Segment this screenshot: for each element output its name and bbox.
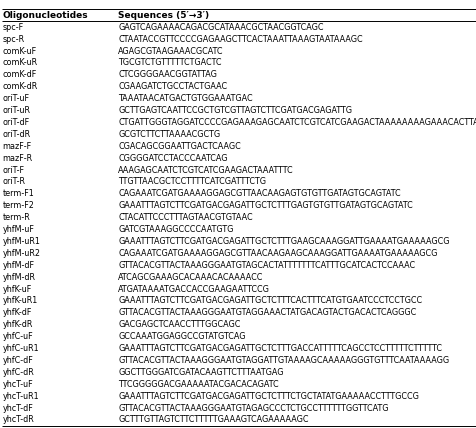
Text: yhfK-uR1: yhfK-uR1	[2, 297, 38, 306]
Text: yhfK-dF: yhfK-dF	[2, 308, 32, 317]
Text: oriT-R: oriT-R	[2, 178, 25, 187]
Text: GCCAAATGGAGGCCGTATGTCAG: GCCAAATGGAGGCCGTATGTCAG	[119, 332, 246, 341]
Text: yhfM-uR2: yhfM-uR2	[2, 249, 40, 258]
Text: yhfC-uR1: yhfC-uR1	[2, 344, 39, 353]
Text: comK-dR: comK-dR	[2, 82, 38, 91]
Text: GCTTTGTTAGTCTTCTTTTTGAAAGTCAGAAAAAGC: GCTTTGTTAGTCTTCTTTTTGAAAGTCAGAAAAAGC	[119, 416, 309, 425]
Text: GCTTGAGTCAATTCCGCTGTCGTTAGTCTTCGATGACGAGATTG: GCTTGAGTCAATTCCGCTGTCGTTAGTCTTCGATGACGAG…	[119, 106, 352, 115]
Text: TGCGTCTGTTTTTCTGACTC: TGCGTCTGTTTTTCTGACTC	[119, 59, 222, 68]
Text: CAGAAATCGATGAAAAGGAGCGTTAACAAGAGTGTGTTGATAGTGCAGTATC: CAGAAATCGATGAAAAGGAGCGTTAACAAGAGTGTGTTGA…	[119, 189, 401, 198]
Text: yhcT-dF: yhcT-dF	[2, 404, 33, 413]
Text: term-F1: term-F1	[2, 189, 34, 198]
Text: yhfM-dF: yhfM-dF	[2, 261, 34, 270]
Text: TTCGGGGGACGAAAAATACGACACAGATC: TTCGGGGGACGAAAAATACGACACAGATC	[119, 380, 279, 389]
Text: GACGAGCTCAACCTTTGGCAGC: GACGAGCTCAACCTTTGGCAGC	[119, 320, 241, 329]
Text: comK-uR: comK-uR	[2, 59, 38, 68]
Text: CTGATTGGGTAGGATCCCCGAGAAAGAGCAATCTCGTCATCGAAGACTAAAAAAAAGAAACACTTATTTGAACAGAT: CTGATTGGGTAGGATCCCCGAGAAAGAGCAATCTCGTCAT…	[119, 118, 476, 127]
Text: spc-R: spc-R	[2, 35, 24, 44]
Text: CGACAGCGGAATTGACTCAAGC: CGACAGCGGAATTGACTCAAGC	[119, 142, 241, 151]
Text: AAAGAGCAATCTCGTCATCGAAGACTAAATTTC: AAAGAGCAATCTCGTCATCGAAGACTAAATTTC	[119, 166, 294, 175]
Text: mazF-F: mazF-F	[2, 142, 31, 151]
Text: GATCGTAAAGGCCCCAATGTG: GATCGTAAAGGCCCCAATGTG	[119, 225, 234, 234]
Text: yhfK-uF: yhfK-uF	[2, 285, 31, 294]
Text: ATGATAAAATGACCACCGAAGAATTCCG: ATGATAAAATGACCACCGAAGAATTCCG	[119, 285, 270, 294]
Text: yhfM-dR: yhfM-dR	[2, 273, 35, 282]
Text: CTCGGGGAACGGTATTAG: CTCGGGGAACGGTATTAG	[119, 70, 217, 79]
Text: yhcT-dR: yhcT-dR	[2, 416, 34, 425]
Text: term-F2: term-F2	[2, 201, 34, 210]
Text: oriT-F: oriT-F	[2, 166, 24, 175]
Text: yhfC-uF: yhfC-uF	[2, 332, 33, 341]
Text: GTTACACGTTACTAAAGGGAATGTAGGATTGTAAAAGCAAAAAGGGTGTTTCAATAAAAGG: GTTACACGTTACTAAAGGGAATGTAGGATTGTAAAAGCAA…	[119, 356, 449, 365]
Text: yhfC-dF: yhfC-dF	[2, 356, 33, 365]
Text: CAGAAATCGATGAAAAGGAGCGTTAACAAGAAGCAAAGGATTGAAAATGAAAAAGCG: CAGAAATCGATGAAAAGGAGCGTTAACAAGAAGCAAAGGA…	[119, 249, 437, 258]
Text: GAAATTTAGTCTTCGATGACGAGATTGCTCTTTGAAGCAAAGGATTGAAAATGAAAAAGCG: GAAATTTAGTCTTCGATGACGAGATTGCTCTTTGAAGCAA…	[119, 237, 450, 246]
Text: yhfM-uF: yhfM-uF	[2, 225, 34, 234]
Text: yhcT-uF: yhcT-uF	[2, 380, 33, 389]
Text: oriT-uR: oriT-uR	[2, 106, 30, 115]
Text: mazF-R: mazF-R	[2, 154, 32, 163]
Text: yhfC-dR: yhfC-dR	[2, 368, 34, 377]
Text: comK-uF: comK-uF	[2, 47, 37, 56]
Text: GTTACACGTTACTAAAGGGAATGTAGGAAACTATGACAGTACTGACACTCAGGGC: GTTACACGTTACTAAAGGGAATGTAGGAAACTATGACAGT…	[119, 308, 416, 317]
Text: GAAATTTAGTCTTCGATGACGAGATTGCTCTTTCACTTTCATGTGAATCCCTCCTGCC: GAAATTTAGTCTTCGATGACGAGATTGCTCTTTCACTTTC…	[119, 297, 422, 306]
Text: GAAATTTAGTCTTCGATGACGAGATTGCTCTTTGAGTGTGTTGATAGTGCAGTATC: GAAATTTAGTCTTCGATGACGAGATTGCTCTTTGAGTGTG…	[119, 201, 413, 210]
Text: CGGGGATCCTACCCAATCAG: CGGGGATCCTACCCAATCAG	[119, 154, 228, 163]
Text: GCGTCTTCTTAAAACGCTG: GCGTCTTCTTAAAACGCTG	[119, 130, 220, 139]
Text: yhfK-dR: yhfK-dR	[2, 320, 33, 329]
Text: Oligonucleotides: Oligonucleotides	[2, 11, 88, 20]
Text: GTTACACGTTACTAAAGGGAATGTAGCACTATTTTTTTCATTTGCATCACTCCAAAC: GTTACACGTTACTAAAGGGAATGTAGCACTATTTTTTTCA…	[119, 261, 416, 270]
Text: Sequences (5′→3′): Sequences (5′→3′)	[119, 11, 209, 20]
Text: oriT-uF: oriT-uF	[2, 94, 30, 103]
Text: term-R: term-R	[2, 213, 30, 222]
Text: GTTACACGTTACTAAAGGGAATGTAGAGCCCTCTGCCTTTTTTGGTTCATG: GTTACACGTTACTAAAGGGAATGTAGAGCCCTCTGCCTTT…	[119, 404, 389, 413]
Text: GAAATTTAGTCTTCGATGACGAGATTGCTCTTTGACCATTTTTCAGCCTCCTTTTTCTTTTTC: GAAATTTAGTCTTCGATGACGAGATTGCTCTTTGACCATT…	[119, 344, 442, 353]
Text: GGCTTGGGATCGATACAAGTTCTTTAATGAG: GGCTTGGGATCGATACAAGTTCTTTAATGAG	[119, 368, 284, 377]
Text: TTGTTAACGCTCCTTTTCATCGATTTCTG: TTGTTAACGCTCCTTTTCATCGATTTCTG	[119, 178, 266, 187]
Text: CTACATTCCCTTTAGTAACGTGTAAC: CTACATTCCCTTTAGTAACGTGTAAC	[119, 213, 253, 222]
Text: GAGTCAGAAAACAGACGCATAAACGCTAACGGTCAGC: GAGTCAGAAAACAGACGCATAAACGCTAACGGTCAGC	[119, 23, 324, 32]
Text: CGAAGATCTGCCTACTGAAC: CGAAGATCTGCCTACTGAAC	[119, 82, 228, 91]
Text: yhcT-uR1: yhcT-uR1	[2, 392, 39, 401]
Text: comK-dF: comK-dF	[2, 70, 37, 79]
Text: oriT-dR: oriT-dR	[2, 130, 30, 139]
Text: oriT-dF: oriT-dF	[2, 118, 30, 127]
Text: spc-F: spc-F	[2, 23, 23, 32]
Text: AGAGCGTAAGAAACGCATC: AGAGCGTAAGAAACGCATC	[119, 47, 224, 56]
Text: ATCAGCGAAAGCACAAACACAAAACC: ATCAGCGAAAGCACAAACACAAAACC	[119, 273, 264, 282]
Text: yhfM-uR1: yhfM-uR1	[2, 237, 40, 246]
Text: GAAATTTAGTCTTCGATGACGAGATTGCTCTTTCTGCTATATGAAAAACCTTTGCCG: GAAATTTAGTCTTCGATGACGAGATTGCTCTTTCTGCTAT…	[119, 392, 419, 401]
Text: CTAATACCGTTCCCCGAGAAGCTTCACTAAATTAAAGTAATAAAGC: CTAATACCGTTCCCCGAGAAGCTTCACTAAATTAAAGTAA…	[119, 35, 363, 44]
Text: TAAATAACATGACTGTGGAAATGAC: TAAATAACATGACTGTGGAAATGAC	[119, 94, 253, 103]
